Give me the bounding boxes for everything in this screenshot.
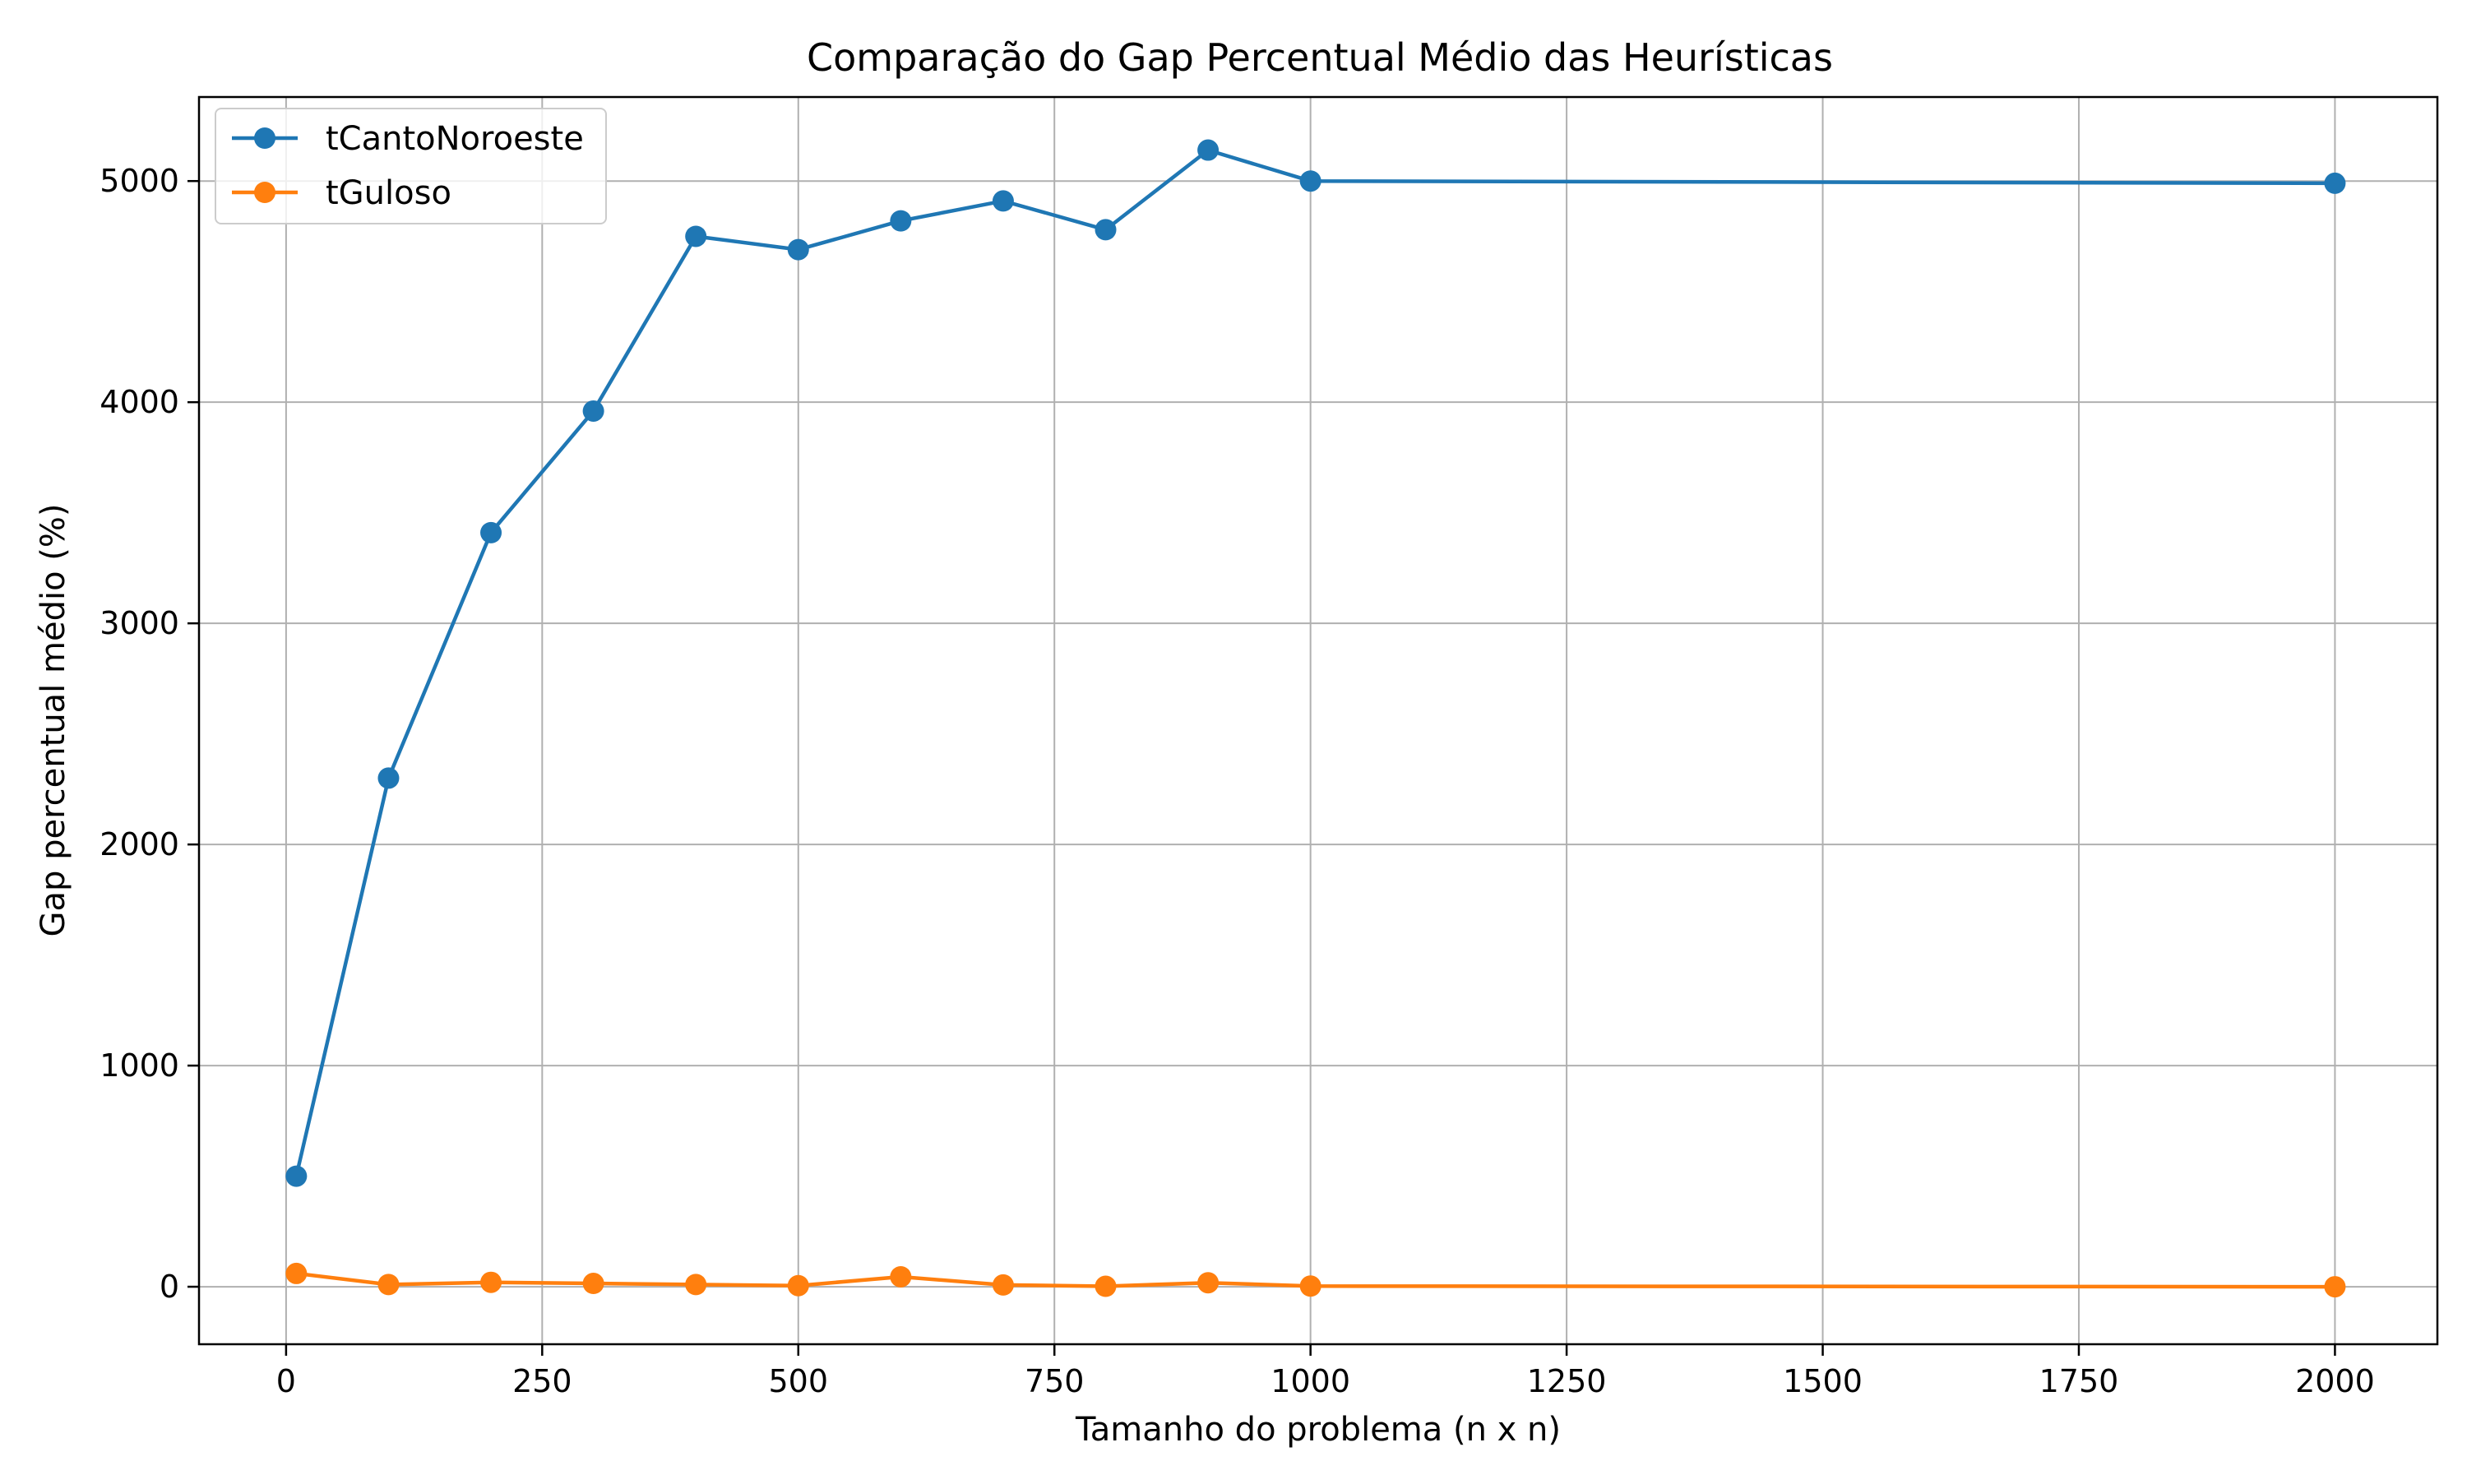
x-tick-label: 2000	[2295, 1363, 2375, 1399]
data-point-series-0	[787, 238, 809, 261]
data-point-series-0	[582, 400, 604, 422]
chart-title: Comparação do Gap Percentual Médio das H…	[807, 35, 1833, 80]
y-axis-label: Gap percentual médio (%)	[35, 504, 72, 937]
y-tick-label: 0	[160, 1269, 179, 1305]
data-point-series-1	[2324, 1276, 2346, 1298]
legend-marker-canto	[254, 127, 275, 149]
legend-label-canto: tCantoNoroeste	[326, 120, 584, 158]
legend-box	[215, 108, 607, 224]
data-point-series-1	[890, 1265, 912, 1288]
data-point-series-0	[377, 767, 400, 789]
data-point-series-1	[787, 1274, 809, 1297]
x-tick-label: 1250	[1527, 1363, 1607, 1399]
x-tick-label: 500	[769, 1363, 829, 1399]
x-axis-label: Tamanho do problema (n x n)	[1075, 1411, 1561, 1449]
y-tick-label: 4000	[100, 384, 179, 420]
x-tick-label: 250	[512, 1363, 572, 1399]
data-point-series-0	[480, 521, 502, 543]
data-point-series-0	[685, 225, 707, 247]
data-point-series-1	[582, 1273, 604, 1295]
legend-label-guloso: tGuloso	[326, 174, 451, 212]
data-point-series-0	[1299, 170, 1321, 192]
data-point-series-0	[1197, 139, 1220, 161]
plot-frame	[197, 95, 2439, 1346]
data-point-series-0	[285, 1165, 308, 1187]
y-tick-label: 3000	[100, 605, 179, 641]
series-line-0	[294, 148, 2335, 1177]
legend-marker-guloso	[254, 182, 275, 203]
plot-series	[285, 139, 2346, 1298]
data-point-series-1	[377, 1274, 400, 1296]
y-tick-label: 5000	[100, 163, 179, 199]
axis-ticks: 0 250 500 750 1000 1250 1500 1750 2000 0 1000 2000 3…	[100, 163, 2375, 1399]
x-tick-label: 1750	[2039, 1363, 2119, 1399]
data-point-series-0	[890, 210, 912, 232]
data-point-series-0	[1095, 219, 1117, 241]
data-point-series-1	[1299, 1275, 1321, 1297]
x-tick-label: 750	[1025, 1363, 1085, 1399]
data-point-series-0	[2324, 172, 2346, 194]
y-tick-label: 1000	[100, 1047, 179, 1084]
y-tick-label: 2000	[100, 826, 179, 862]
data-point-series-1	[1095, 1275, 1117, 1297]
data-point-series-1	[685, 1274, 707, 1296]
legend: tCantoNoroeste tGuloso	[215, 108, 607, 224]
data-point-series-1	[480, 1271, 502, 1293]
x-tick-label: 0	[276, 1363, 296, 1399]
x-tick-label: 1500	[1783, 1363, 1863, 1399]
data-point-series-0	[992, 190, 1014, 212]
data-point-series-1	[1197, 1272, 1220, 1294]
series-line-1	[296, 1271, 2335, 1289]
x-tick-label: 1000	[1271, 1363, 1350, 1399]
data-point-series-1	[992, 1274, 1014, 1296]
data-point-series-1	[285, 1262, 308, 1284]
